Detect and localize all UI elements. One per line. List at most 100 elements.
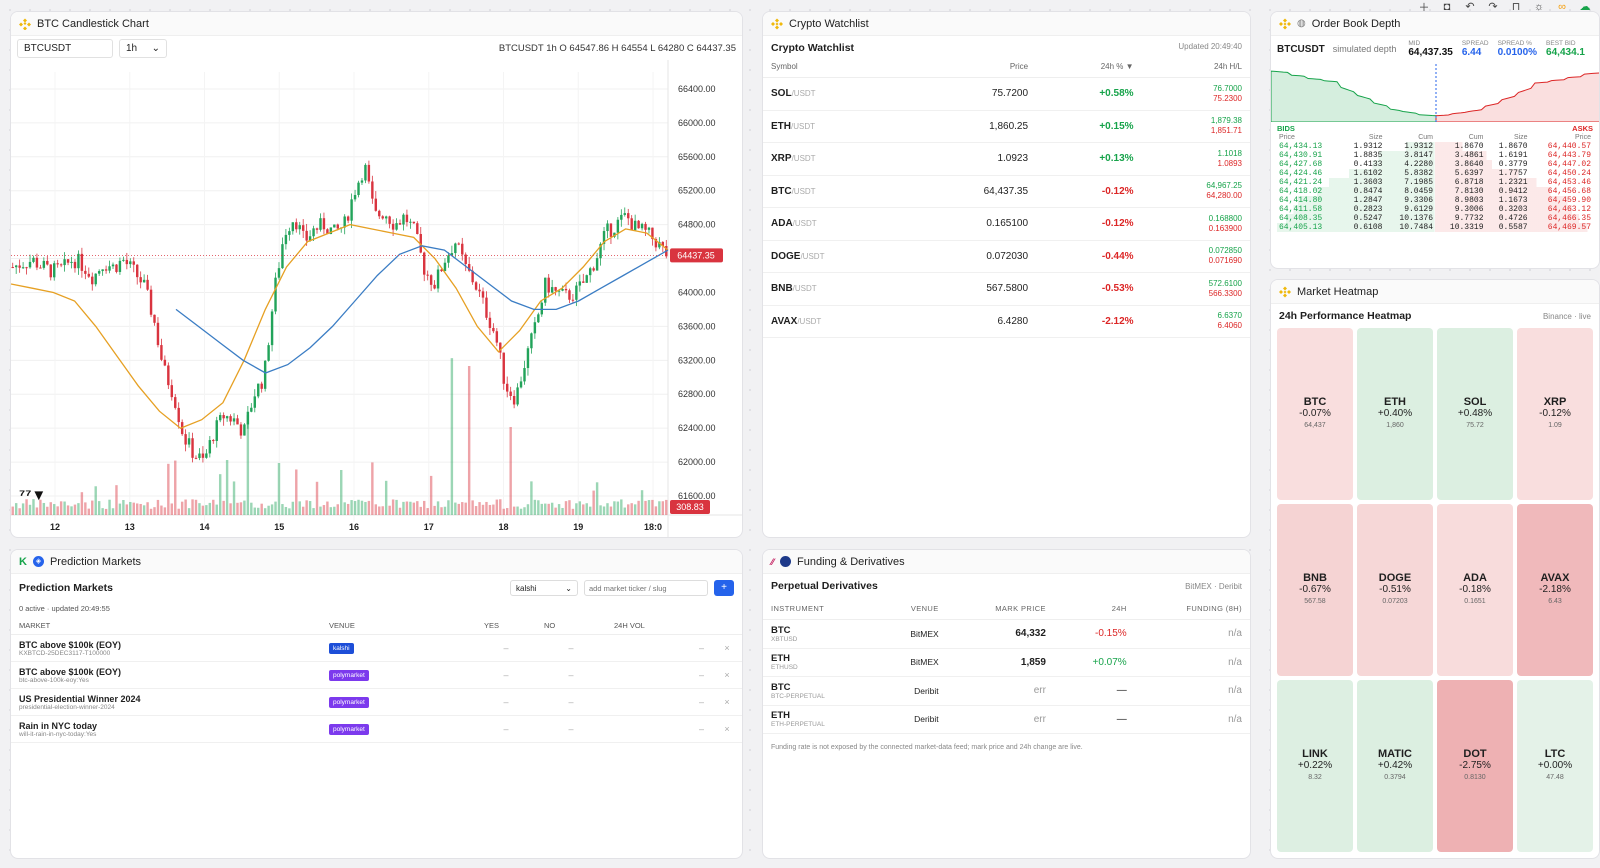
bid-row[interactable]: 64,427.68 0.4133 4.2280 [1277,160,1435,169]
panel-header[interactable]: ⁄⁄ Funding & Derivatives [763,550,1250,574]
add-market-button[interactable]: + [714,580,734,596]
book-subtitle: simulated depth [1332,44,1397,54]
ask-row[interactable]: 5.6397 1.7757 64,450.24 [1435,169,1593,178]
cloud-icon[interactable]: ☁ [1579,1,1591,13]
col-change[interactable]: 24h % ▼ [1036,56,1142,78]
candle-body [623,213,626,215]
bid-row[interactable]: 64,430.91 1.8835 3.8147 [1277,151,1435,160]
col-high-low[interactable]: 24h H/L [1141,56,1250,78]
ask-price: 64,450.24 [1547,169,1591,178]
watchlist-row[interactable]: BTC/USDT 64,437.35 -0.12% 64,967.25 64,28… [763,175,1250,208]
panel-header[interactable]: BTC Candlestick Chart [11,12,742,36]
instrument-row[interactable]: BTC BTC-PERPETUAL Deribit err — n/a [763,676,1250,706]
interval-select[interactable]: 1h ⌄ [119,38,167,58]
ask-row[interactable]: 9.7732 0.4726 64,466.35 [1435,214,1593,223]
instrument-row[interactable]: BTC XBTUSD BitMEX 64,332 -0.15% n/a [763,619,1250,649]
market-row[interactable]: BTC above $100k (EOY) KXBTCD-25DEC3117-T1… [11,634,742,662]
ask-price: 64,453.46 [1547,178,1591,187]
symbol-input[interactable]: BTCUSDT [17,38,113,58]
ask-row[interactable]: 3.4861 1.6191 64,443.79 [1435,151,1593,160]
bid-row[interactable]: 64,418.02 0.8474 8.0459 [1277,187,1435,196]
candle-body [391,223,395,230]
market-row[interactable]: Rain in NYC today will-it-rain-in-nyc-tod… [11,715,742,743]
x-tick-label: 18 [499,522,509,532]
heatmap-tile[interactable]: BNB -0.67% 567.58 [1277,504,1353,676]
heatmap-tile[interactable]: XRP -0.12% 1.09 [1517,328,1593,500]
candle-body [298,225,301,230]
watchlist-row[interactable]: BNB/USDT 567.5800 -0.53% 572.6100 566.330… [763,272,1250,306]
ask-row[interactable]: 3.8640 0.3779 64,447.02 [1435,160,1593,169]
stat-label: BEST BID [1546,40,1576,47]
ask-row[interactable]: 6.8718 1.2321 64,453.46 [1435,178,1593,187]
heatmap-tile[interactable]: DOT -2.75% 0.8130 [1437,680,1513,852]
venue-cell: kalshi [321,634,476,662]
remove-market-button[interactable]: × [712,634,742,662]
watchlist-row[interactable]: SOL/USDT 75.7200 +0.58% 76.7000 75.2300 [763,77,1250,111]
bid-row[interactable]: 64,411.58 0.2823 9.6129 [1277,205,1435,214]
ask-row[interactable]: 7.8130 0.9412 64,456.68 [1435,187,1593,196]
bid-row[interactable]: 64,434.13 1.9312 1.9312 [1277,142,1435,151]
volume-bar [77,503,80,515]
bid-row[interactable]: 64,414.80 1.2847 9.3306 [1277,196,1435,205]
heatmap-tile[interactable]: ETH +0.40% 1,860 [1357,328,1433,500]
ask-row[interactable]: 9.3006 0.3203 64,463.12 [1435,205,1593,214]
change-cell: -0.12% [1036,207,1142,241]
watchlist-row[interactable]: DOGE/USDT 0.072030 -0.44% 0.072850 0.0716… [763,240,1250,273]
candle-body [384,216,388,219]
watchlist-row[interactable]: AVAX/USDT 6.4280 -2.12% 6.6370 6.4060 [763,305,1250,338]
ask-row[interactable]: 10.3319 0.5587 64,469.57 [1435,223,1593,232]
heatmap-tile[interactable]: BTC -0.07% 64,437 [1277,328,1353,500]
heatmap-tile[interactable]: LINK +0.22% 8.32 [1277,680,1353,852]
panel-header[interactable]: ◍ Order Book Depth [1271,12,1599,36]
bid-row[interactable]: 64,405.13 0.6108 10.7484 [1277,223,1435,232]
link-icon[interactable]: ∞ [1558,0,1566,13]
camera-icon[interactable]: ◘ [1443,0,1451,13]
redo-icon[interactable]: ↷ [1488,1,1498,13]
panel-header[interactable]: K ◈ Prediction Markets [11,550,742,574]
sun-icon[interactable]: ☼ [1533,0,1545,13]
x-tick-label: 17 [424,522,434,532]
plus-icon[interactable]: ＋ [1418,1,1430,14]
heatmap-tile[interactable]: SOL +0.48% 75.72 [1437,328,1513,500]
lock-icon[interactable]: ⊓ [1511,1,1521,13]
watchlist-row[interactable]: XRP/USDT 1.0923 +0.13% 1.1018 1.0893 [763,142,1250,176]
remove-market-button[interactable]: × [712,661,742,689]
col-price[interactable]: Price [908,56,1037,78]
instrument-row[interactable]: ETH ETHUSD BitMEX 1,859 +0.07% n/a [763,648,1250,677]
heatmap-tile[interactable]: AVAX -2.18% 6.43 [1517,504,1593,676]
instrument-row[interactable]: ETH ETH-PERPETUAL Deribit err — n/a [763,705,1250,734]
volume-bar [208,502,212,515]
candlestick-chart[interactable]: 66400.00 66000.00 65600.00 65200.00 64800.00… [11,60,742,537]
y-tick-label: 62400.00 [678,423,716,433]
venue-select[interactable]: kalshi ⌄ [510,580,578,596]
heatmap-tile[interactable]: DOGE -0.51% 0.07203 [1357,504,1433,676]
prediction-markets-panel: K ◈ Prediction Markets Prediction Market… [10,549,743,859]
remove-market-button[interactable]: × [712,715,742,743]
candle-body [284,234,288,245]
market-row[interactable]: US Presidential Winner 2024 presidential-… [11,688,742,716]
ask-row[interactable]: 8.9803 1.1673 64,459.90 [1435,196,1593,205]
depth-chart[interactable] [1271,62,1600,122]
volume-bar [582,504,585,515]
ask-row[interactable]: 1.8670 1.8670 64,440.57 [1435,142,1593,151]
volume-bar [585,503,588,515]
prediction-table: MARKET VENUE YES NO 24H VOL BTC above $1… [11,617,742,743]
watchlist-row[interactable]: ADA/USDT 0.165100 -0.12% 0.168800 0.16390… [763,207,1250,241]
bid-row[interactable]: 64,408.35 0.5247 10.1376 [1277,214,1435,223]
undo-icon[interactable]: ↶ [1465,1,1475,13]
panel-header[interactable]: Crypto Watchlist [763,12,1250,36]
candle-body [11,267,14,269]
panel-header[interactable]: Market Heatmap [1271,280,1599,304]
heatmap-tile[interactable]: MATIC +0.42% 0.3794 [1357,680,1433,852]
bid-row[interactable]: 64,421.24 1.3603 7.1985 [1277,178,1435,187]
watchlist-row[interactable]: ETH/USDT 1,860.25 +0.15% 1,879.38 1,851.7… [763,110,1250,143]
tradingview-logo[interactable]: ⁷⁷▼ [19,487,47,504]
heatmap-tile[interactable]: LTC +0.00% 47.48 [1517,680,1593,852]
market-ticker-input[interactable] [584,580,708,596]
volume-bar [239,502,243,515]
market-row[interactable]: BTC above $100k (EOY) btc-above-100k-eoy:… [11,661,742,689]
col-symbol[interactable]: Symbol [763,56,909,78]
remove-market-button[interactable]: × [712,688,742,716]
bid-row[interactable]: 64,424.46 1.6102 5.8382 [1277,169,1435,178]
heatmap-tile[interactable]: ADA -0.18% 0.1651 [1437,504,1513,676]
